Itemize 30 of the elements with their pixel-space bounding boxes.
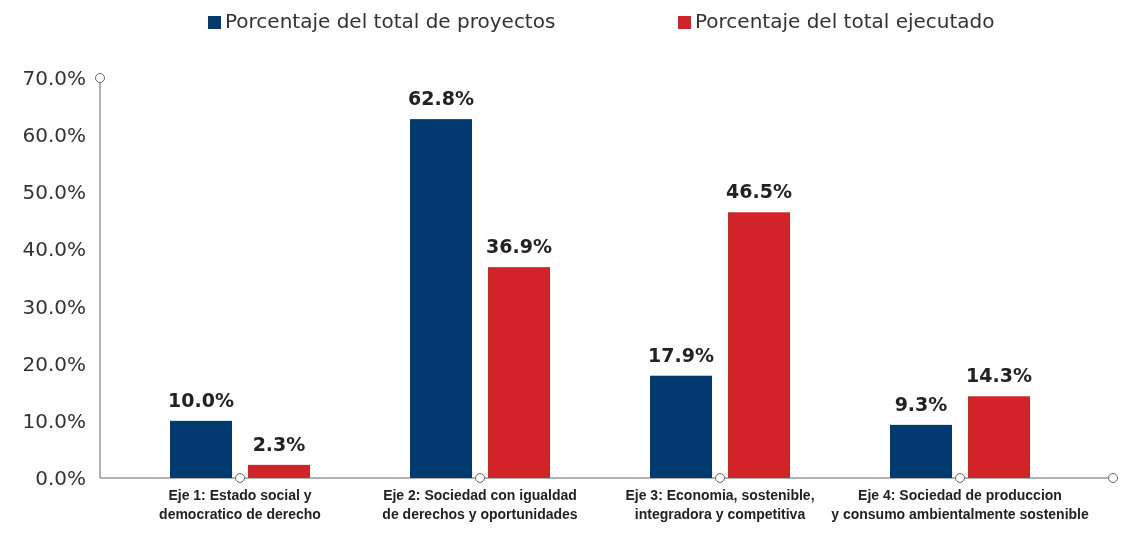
x-tick-label: Eje 4: Sociedad de produccion y consumo ambientalmente sostenible [831, 487, 1089, 522]
data-label: 17.9% [648, 343, 714, 366]
y-tick-label: 10.0% [22, 408, 86, 433]
x-tick-label: Eje 3: Economia, sostenible, integradora y competitiva [625, 487, 815, 522]
legend-label: Porcentaje del total de proyectos [225, 9, 556, 33]
bar [728, 212, 790, 478]
bar [650, 375, 712, 478]
legend-label: Porcentaje del total ejecutado [695, 9, 995, 33]
bar [488, 267, 550, 478]
data-label: 62.8% [408, 87, 474, 110]
y-tick-label: 60.0% [22, 123, 86, 148]
y-tick-label: 70.0% [22, 66, 86, 90]
bar [410, 119, 472, 478]
y-tick-label: 50.0% [22, 180, 86, 205]
bar [170, 420, 232, 478]
data-label: 36.9% [486, 235, 552, 258]
data-label: 46.5% [726, 180, 792, 203]
data-label: 14.3% [966, 364, 1032, 387]
data-label: 10.0% [168, 388, 234, 411]
y-tick-label: 40.0% [22, 237, 86, 262]
data-label: 9.3% [894, 392, 948, 415]
y-tick-label: 20.0% [22, 351, 86, 376]
y-tick-label: 30.0% [22, 294, 86, 319]
data-label: 2.3% [252, 432, 306, 455]
bar [968, 396, 1030, 478]
bar [890, 424, 952, 478]
y-tick-label: 0.0% [35, 466, 86, 490]
bar [248, 464, 310, 478]
x-tick-label: Eje 1: Estado social y democratico de derecho [159, 487, 321, 522]
x-tick-label: Eje 2: Sociedad con igualdad de derechos y oportunidades [382, 487, 578, 522]
